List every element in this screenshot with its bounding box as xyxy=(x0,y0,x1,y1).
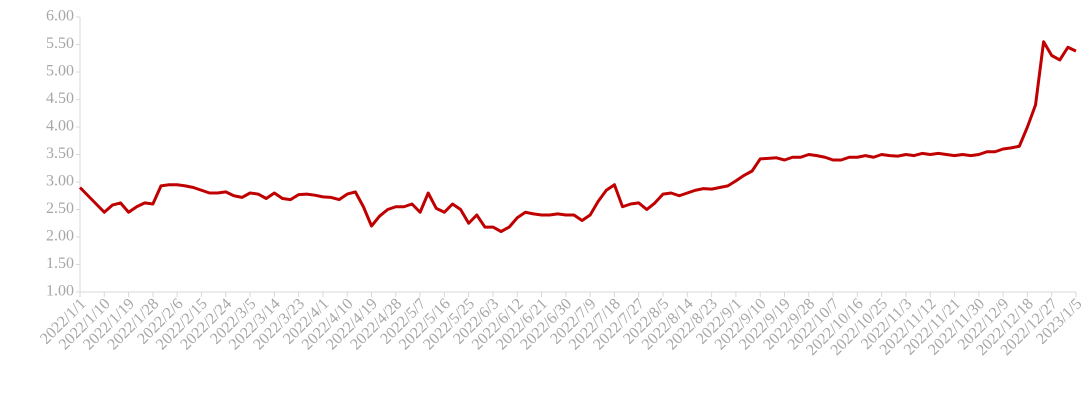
y-tick-label: 2.50 xyxy=(46,200,74,217)
y-tick-label: 5.00 xyxy=(46,63,74,80)
y-tick-label: 1.50 xyxy=(46,255,74,272)
y-tick-label: 3.00 xyxy=(46,173,74,190)
y-tick-label: 2.00 xyxy=(46,228,74,245)
y-tick-label: 6.00 xyxy=(46,8,74,25)
y-tick-label: 5.50 xyxy=(46,35,74,52)
y-tick-label: 3.50 xyxy=(46,145,74,162)
y-tick-label: 4.00 xyxy=(46,118,74,135)
y-tick-label: 1.00 xyxy=(46,283,74,300)
line-series xyxy=(78,40,1077,233)
y-tick-label: 4.50 xyxy=(46,90,74,107)
